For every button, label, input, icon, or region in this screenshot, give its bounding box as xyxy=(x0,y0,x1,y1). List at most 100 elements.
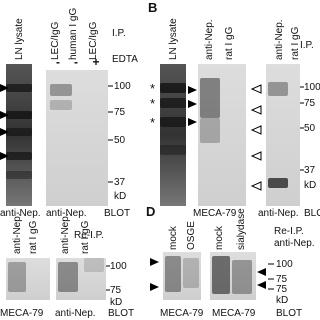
blot-label: anti-Nep. xyxy=(0,208,41,219)
lane-label: anti-Nep. xyxy=(204,19,215,60)
lane-label: anti-Nep. xyxy=(12,213,23,254)
arrow xyxy=(0,111,9,119)
blot xyxy=(6,258,50,300)
band xyxy=(165,256,181,292)
mw-label: kD xyxy=(276,295,288,306)
lane-label: mock xyxy=(168,225,179,250)
lane-label: anti-Nep. xyxy=(60,213,71,254)
blot-label: MECA-79 xyxy=(0,308,44,319)
lane-label: rat I gG xyxy=(290,26,301,60)
edta-sign: - xyxy=(74,55,78,69)
open-arrow xyxy=(250,84,262,94)
band xyxy=(268,82,288,96)
lane-label: rat I gG xyxy=(28,220,39,254)
blot xyxy=(163,252,201,300)
blot-label: MECA-79 xyxy=(193,208,237,219)
blot-label: MECA-79 xyxy=(212,308,256,319)
band xyxy=(50,84,72,96)
blot-label: BLOT xyxy=(108,308,134,319)
blot xyxy=(46,70,108,206)
mw-label: 75 xyxy=(276,284,288,295)
lane-label: sialydase xyxy=(236,208,247,250)
blot-label: BLOT xyxy=(276,308,302,319)
ip-label: I.P. xyxy=(300,40,314,51)
edta-sign: + xyxy=(92,55,99,69)
band xyxy=(6,84,32,92)
mw-label: 75 xyxy=(304,98,316,109)
lane-label: rat I gG xyxy=(80,220,91,254)
band xyxy=(6,128,32,136)
blot-label: anti-Nep. xyxy=(55,308,96,319)
arrow xyxy=(257,281,266,289)
arrow xyxy=(150,283,159,291)
mw-label: 75 xyxy=(276,274,288,285)
mw-label: 50 xyxy=(304,123,316,134)
band xyxy=(232,260,252,294)
lane-label: mock xyxy=(214,225,225,250)
mw-label: kD xyxy=(114,191,126,202)
band xyxy=(160,145,186,155)
band xyxy=(160,83,186,93)
arrow xyxy=(188,100,197,108)
edta-sign: - xyxy=(56,55,60,69)
arrow xyxy=(0,84,9,92)
asterisk: * xyxy=(150,115,155,130)
mw-label: 100 xyxy=(276,259,293,270)
mw-label: kD xyxy=(110,297,122,308)
band xyxy=(6,152,32,160)
band xyxy=(8,262,26,292)
arrow xyxy=(257,268,266,276)
blot xyxy=(198,64,246,206)
blot-label: anti-Nep. xyxy=(258,208,299,219)
band xyxy=(6,111,32,119)
mw-label: kD xyxy=(304,180,316,191)
blot-label: BLOT xyxy=(304,208,320,219)
band xyxy=(50,100,72,110)
mw-label: 100 xyxy=(114,81,131,92)
asterisk: * xyxy=(150,96,155,111)
blot-label: BLOT xyxy=(104,208,130,219)
blot-label: MECA-79 xyxy=(160,308,204,319)
panel-label: D xyxy=(146,204,155,219)
band xyxy=(183,258,199,288)
band xyxy=(160,117,186,127)
edta-label: EDTA xyxy=(112,54,138,65)
band xyxy=(58,262,78,292)
mw-label: 37 xyxy=(304,165,316,176)
band xyxy=(84,258,104,272)
arrow xyxy=(188,118,197,126)
reip-label: Re-I.P. xyxy=(274,226,304,237)
mw-label: 75 xyxy=(110,285,122,296)
arrow xyxy=(0,128,9,136)
blot xyxy=(56,258,106,300)
lane-label: LEC/IgG xyxy=(88,21,99,60)
lane-label: LEC/IgG xyxy=(50,21,61,60)
arrow xyxy=(0,152,9,160)
mw-label: 50 xyxy=(114,135,126,146)
reip-label: anti-Nep. xyxy=(274,238,315,249)
mw-label: 100 xyxy=(304,82,320,93)
band xyxy=(268,178,288,188)
arrow xyxy=(150,258,159,266)
mw-label: 75 xyxy=(114,107,126,118)
open-arrow xyxy=(250,151,262,161)
blot-label: anti-Nep. xyxy=(46,208,87,219)
lane-label: LN lysate xyxy=(14,18,25,60)
lane-label: rat I gG xyxy=(224,26,235,60)
open-arrow xyxy=(250,125,262,135)
lane-label: LN lysate xyxy=(168,18,179,60)
asterisk: * xyxy=(150,81,155,96)
lane-label: human I gG xyxy=(68,8,79,60)
ip-label: I.P. xyxy=(112,28,126,39)
mw-label: 100 xyxy=(110,261,127,272)
lane-label: anti-Nep. xyxy=(274,19,285,60)
open-arrow xyxy=(250,181,262,191)
open-arrow xyxy=(250,105,262,115)
band xyxy=(200,78,220,118)
panel-label: B xyxy=(148,0,157,15)
mw-label: 37 xyxy=(114,177,126,188)
band xyxy=(200,118,220,143)
lane-label: OSGE xyxy=(186,221,197,250)
